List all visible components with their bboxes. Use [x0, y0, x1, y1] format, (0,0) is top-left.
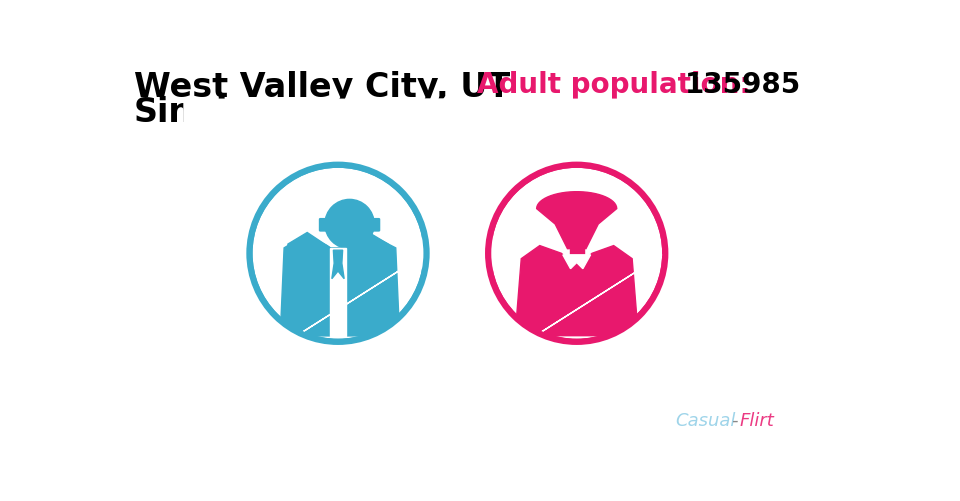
Polygon shape	[516, 246, 638, 336]
Polygon shape	[330, 248, 346, 336]
FancyBboxPatch shape	[320, 219, 327, 231]
Text: 135985: 135985	[684, 71, 801, 99]
Polygon shape	[422, 100, 731, 407]
Text: -: -	[731, 411, 737, 429]
Polygon shape	[284, 233, 330, 336]
Polygon shape	[537, 192, 616, 249]
Text: Women:: Women:	[516, 142, 623, 166]
Text: 51%: 51%	[328, 142, 385, 166]
Polygon shape	[332, 250, 345, 279]
Text: 48%: 48%	[594, 142, 651, 166]
Polygon shape	[332, 250, 345, 279]
Text: Flirt: Flirt	[740, 411, 775, 429]
Circle shape	[324, 200, 374, 249]
Text: West Valley City, UT: West Valley City, UT	[134, 71, 510, 104]
Text: Men:: Men:	[284, 142, 349, 166]
Text: Singles: Singles	[134, 96, 271, 129]
Polygon shape	[346, 233, 399, 336]
Polygon shape	[330, 248, 346, 336]
Polygon shape	[184, 100, 492, 407]
Polygon shape	[563, 256, 590, 269]
Polygon shape	[344, 243, 356, 256]
Text: Adult population:: Adult population:	[476, 71, 750, 99]
Polygon shape	[570, 249, 584, 263]
Polygon shape	[280, 235, 399, 336]
Text: Casual: Casual	[675, 411, 735, 429]
FancyBboxPatch shape	[372, 219, 379, 231]
